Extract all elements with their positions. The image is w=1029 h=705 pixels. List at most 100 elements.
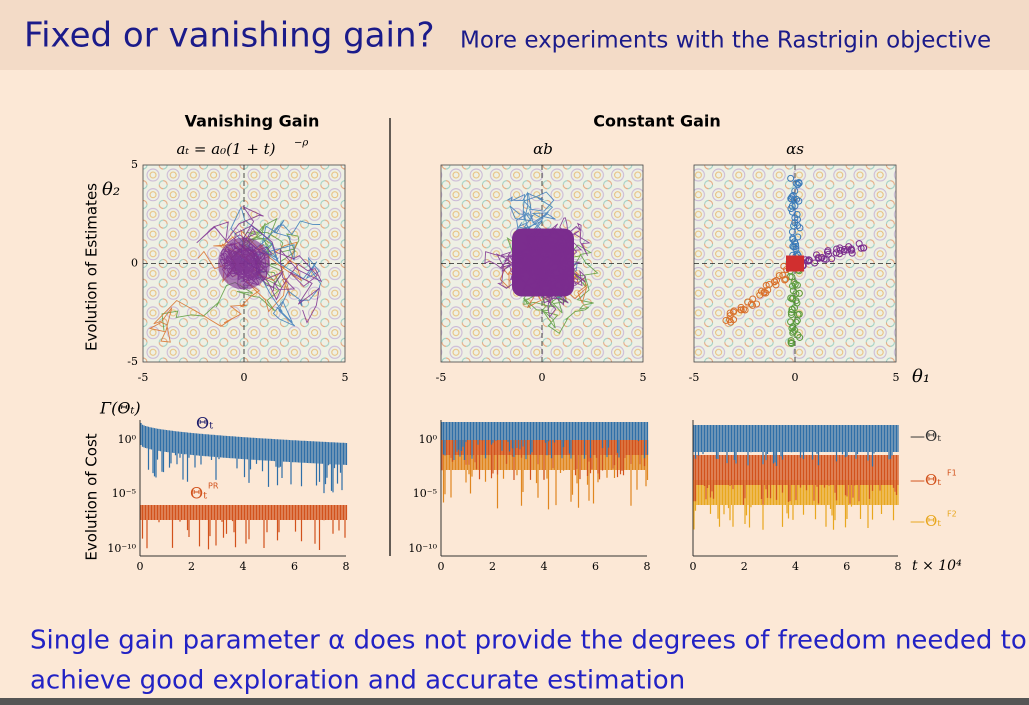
x-tick-label: -5 [138,371,149,384]
arm-point [795,197,803,205]
x-tick-label: 2 [489,560,496,573]
arm-point [787,311,795,319]
x-tick-label: 8 [644,560,651,573]
header-band [0,0,1029,70]
axis-symbol: θ₂ [102,179,120,200]
y-tick-label: 10⁻⁵ [413,487,437,500]
arm-point [730,307,738,315]
trajectories [484,191,599,335]
x-tick-label: 4 [541,560,548,573]
x-tick-label: 5 [640,371,647,384]
arm-point [789,323,797,331]
cost-band [693,455,899,505]
axis-symbol: Γ(Θₜ) [99,399,141,418]
arm-point [791,214,799,222]
x-tick-label: 0 [438,560,445,573]
row-label: Evolution of Cost [83,433,101,560]
x-tick-label: 5 [893,371,900,384]
arm-point [805,256,813,264]
arm-point [756,291,764,299]
arm-point [782,275,790,283]
trajectories [722,174,868,348]
y-tick-label: -5 [127,355,138,368]
arm-point [788,306,796,314]
arm-point [789,191,797,199]
panel-subtitle: αb [533,140,553,158]
footer-line: achieve good exploration and accurate es… [30,666,685,696]
arm-point [789,242,797,250]
arm-point [796,224,804,232]
y-tick-label: 10⁰ [118,433,137,446]
formula: aₜ = a₀(1 + t) [176,140,275,158]
arm-point [841,246,849,254]
trajectory [484,217,591,319]
arm-point [795,179,803,187]
legend-sup: F1 [947,469,957,478]
arm-point [860,244,868,252]
x-tick-label: 6 [592,560,599,573]
arm-point [791,280,799,288]
y-tick-label: 10⁻⁵ [112,487,136,500]
axis-symbol: θ₁ [912,366,930,387]
arm-point [843,246,851,254]
arm-point [771,277,779,285]
trajectory [196,205,323,324]
arm-point [791,187,799,195]
arm-point [775,272,783,280]
x-tick-label: -5 [689,371,700,384]
axis-unit: t × 10⁴ [912,558,962,574]
arm-point [793,210,801,218]
arm-point [855,240,863,248]
arm-point [795,289,803,297]
cost-band [693,425,899,467]
arm-point [791,219,799,227]
arm-point [772,281,780,289]
arm-point [787,308,795,316]
x-tick-label: 2 [188,560,195,573]
x-tick-label: 6 [843,560,850,573]
x-tick-label: 4 [792,560,799,573]
arm-point [813,251,821,259]
annotation-sup: PR [208,482,219,491]
y-tick-label: 5 [131,158,138,171]
cost-band [441,440,649,510]
trajectory [148,228,303,343]
x-tick-label: -5 [436,371,447,384]
cost-traces [441,422,649,510]
bottom-bar [0,698,1029,705]
arm-point [788,193,796,201]
x-tick-label: 0 [792,371,799,384]
arm-point [790,222,798,230]
arm-point [825,250,833,258]
arm-point [824,247,832,255]
title: Fixed or vanishing gain? [24,16,435,56]
arm-point [753,300,761,308]
panel-title: Constant Gain [593,112,721,131]
y-tick-label: 10⁻¹⁰ [107,542,136,555]
arm-point [737,306,745,314]
center-block [786,255,804,272]
x-tick-label: 0 [690,560,697,573]
arm-point [791,238,799,246]
arm-point [793,317,801,325]
arm-point [820,255,828,263]
cost-band [441,422,649,460]
arm-point [847,245,855,253]
arm-point [787,174,795,182]
cost-band [140,505,348,550]
legend-entry: —Θₜ [910,512,941,530]
x-tick-label: 0 [241,371,248,384]
arm-point [815,254,823,262]
panel-subtitle: αs [786,140,804,158]
x-tick-label: 8 [895,560,902,573]
y-tick-label: 10⁰ [419,433,438,446]
arm-point [781,276,789,284]
arm-point [762,281,770,289]
trajectories [148,205,323,343]
arm-point [804,257,812,265]
footer-line: Single gain parameter α does not provide… [30,626,1027,656]
arm-point [848,249,856,257]
x-tick-label: 5 [342,371,349,384]
